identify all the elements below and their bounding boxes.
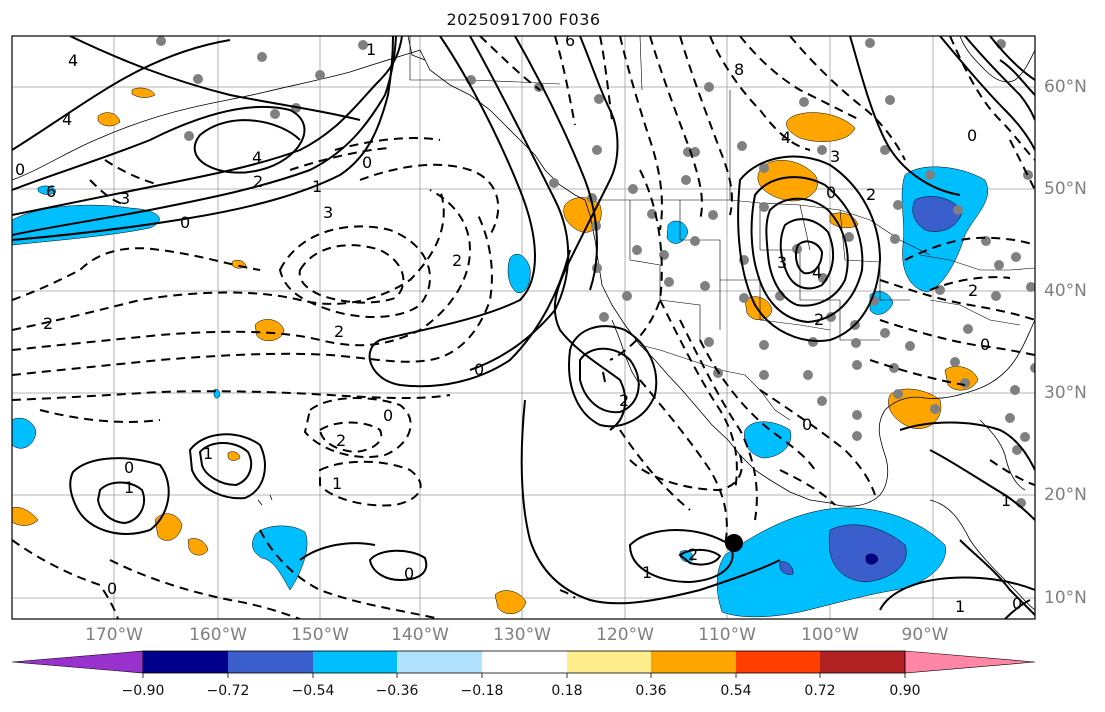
longitude-label: 90°W	[901, 625, 949, 645]
colorbar-segment	[397, 651, 482, 673]
map-frame	[11, 35, 1036, 620]
contour-label: 0	[180, 213, 190, 232]
observation-stations	[156, 36, 1035, 508]
contour-label: 2	[688, 545, 698, 564]
contour-label: 0	[15, 160, 25, 179]
contour-label: 0	[980, 335, 990, 354]
contour-label: 1	[124, 478, 134, 497]
latitude-label: 50°N	[1044, 179, 1087, 199]
contour-label: 1	[203, 444, 213, 463]
colorbar-tick-label: −0.54	[291, 683, 335, 699]
contour-label: 0	[474, 360, 484, 379]
negative-anomaly-regions	[12, 166, 988, 618]
contour-label: 1	[332, 474, 342, 493]
contour-label: 4	[781, 128, 791, 147]
contour-label: 1	[1001, 491, 1011, 510]
contour-labels: 4 4 4 6 3 2 1 0 0 3 2 2 2 1 0 0 0 1 1 0 …	[15, 31, 1022, 616]
contour-label: 0	[1012, 594, 1022, 613]
colorbar-tick-label: −0.36	[375, 683, 419, 699]
colorbar-segment	[651, 651, 736, 673]
colorbar-extend-high	[904, 650, 1036, 674]
contour-label: 3	[830, 147, 840, 166]
contour-label: 0	[802, 415, 812, 434]
map-title: 2025091700 F036	[446, 10, 601, 29]
colorbar-tick-label: −0.18	[460, 683, 504, 699]
colorbar-segment	[143, 651, 228, 673]
colorbar-tick-label: 0.18	[551, 683, 583, 699]
longitude-label: 120°W	[596, 625, 654, 645]
contour-label: 0	[967, 126, 977, 145]
latitude-label: 60°N	[1044, 77, 1087, 97]
colorbar-segment	[228, 651, 313, 673]
contour-label: 0	[383, 406, 393, 425]
longitude-label: 160°W	[189, 625, 247, 645]
colorbar-tick-label: 0.72	[804, 683, 836, 699]
colorbar-tick-label: −0.72	[206, 683, 250, 699]
positive-anomaly-regions	[12, 87, 979, 614]
longitude-label: 170°W	[85, 625, 143, 645]
contour-label: 4	[252, 148, 262, 167]
latitude-label: 30°N	[1044, 383, 1087, 403]
colorbar-tick-label: 0.54	[720, 683, 752, 699]
contour-label: 3	[323, 203, 333, 222]
negative-contours	[12, 36, 1035, 619]
contour-label: 8	[734, 60, 744, 79]
contour-label: 1	[955, 597, 965, 616]
contour-label: 0	[107, 579, 117, 598]
colorbar-outline	[142, 650, 906, 674]
latitude-label: 40°N	[1044, 281, 1087, 301]
contour-label: 2	[452, 251, 462, 270]
colorbar-segment	[736, 651, 820, 673]
contour-label: 2	[43, 314, 53, 333]
contour-label: 6	[565, 31, 575, 50]
contour-label: 0	[362, 153, 372, 172]
longitude-label: 140°W	[391, 625, 449, 645]
contour-label: 1	[642, 563, 652, 582]
contour-label: 2	[968, 281, 978, 300]
latitude-label: 20°N	[1044, 485, 1087, 505]
contour-label: 4	[812, 263, 822, 282]
colorbar-segment	[313, 651, 397, 673]
contour-label: 1	[312, 177, 322, 196]
contour-label: 2	[334, 322, 344, 341]
contour-label: 4	[68, 51, 78, 70]
contour-label: 2	[253, 172, 263, 191]
contour-label: 0	[124, 458, 134, 477]
latitude-label: 10°N	[1044, 588, 1087, 608]
colorbar-tick-label: 0.90	[889, 683, 921, 699]
coastlines	[12, 36, 1035, 611]
colorbar-segment	[567, 651, 651, 673]
contour-label: 1	[366, 40, 376, 59]
longitude-label: 110°W	[698, 625, 756, 645]
colorbar	[11, 650, 1036, 678]
contour-label: 2	[336, 431, 346, 450]
contour-label: 3	[777, 253, 787, 272]
longitude-label: 100°W	[801, 625, 859, 645]
contour-label: 6	[46, 182, 56, 201]
longitude-label: 150°W	[291, 625, 349, 645]
colorbar-tick-label: 0.36	[635, 683, 667, 699]
contour-label: 0	[826, 183, 836, 202]
contour-label: 4	[62, 110, 72, 129]
longitude-label: 130°W	[493, 625, 551, 645]
colorbar-segment	[482, 651, 567, 673]
positive-contours	[12, 36, 1035, 619]
colorbar-tick-label: −0.90	[121, 683, 165, 699]
colorbar-segment	[820, 651, 905, 673]
contour-label: 2	[814, 310, 824, 329]
contour-label: 2	[866, 185, 876, 204]
contour-label: 3	[120, 189, 130, 208]
contour-label: 2	[619, 391, 629, 410]
highlight-station-marker	[725, 534, 743, 552]
colorbar-extend-low	[11, 650, 144, 674]
contour-label: 0	[404, 564, 414, 583]
